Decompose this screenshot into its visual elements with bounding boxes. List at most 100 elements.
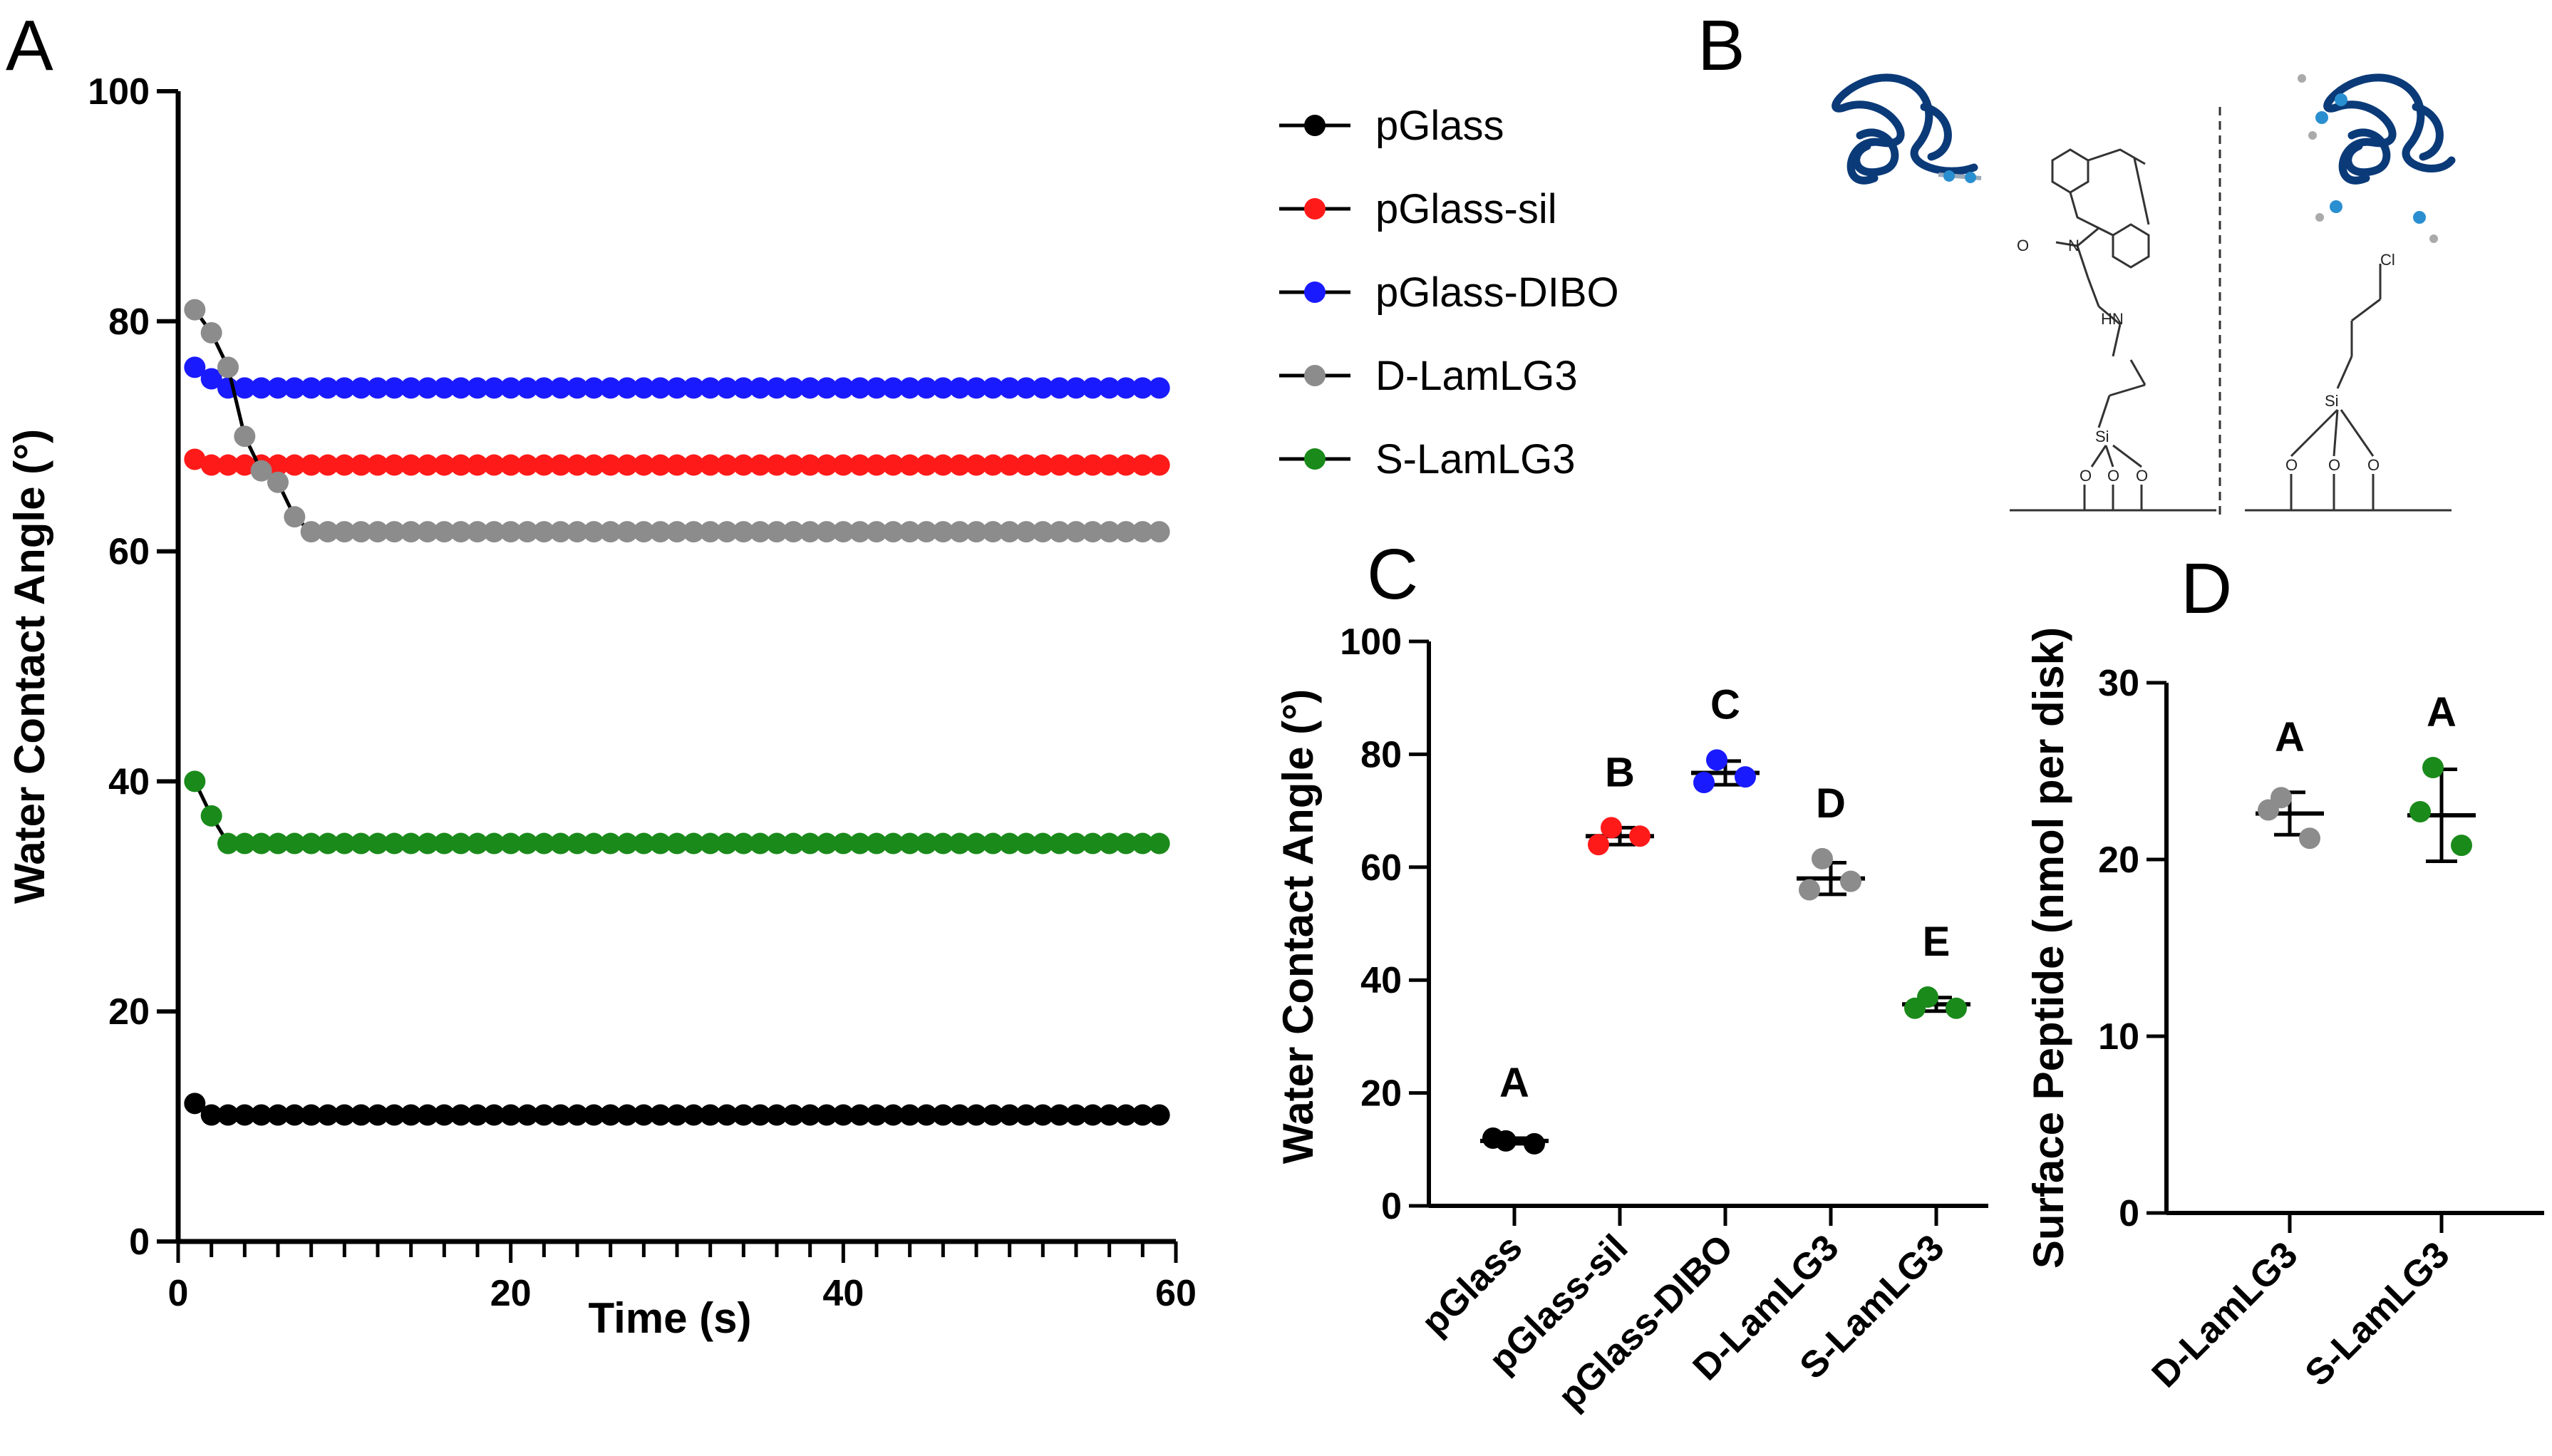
data-point-pglass-dibo <box>517 377 538 399</box>
panel-c-scatter-chart: 020406080100pGlassApGlass-silBpGlass-DIB… <box>1274 621 1988 1418</box>
data-point-d-lamlg3 <box>649 521 671 543</box>
data-point-pglass-dibo <box>1082 377 1104 399</box>
data-point-pglass-sil <box>567 454 588 476</box>
data-point-s-lamlg3 <box>483 832 505 855</box>
data-point-pglass <box>400 1104 422 1126</box>
panel-c-data-point-pglass-sil <box>1588 834 1609 856</box>
data-point-pglass <box>1016 1104 1037 1126</box>
data-point-pglass-dibo <box>1065 377 1087 399</box>
dibo-structure <box>2051 148 2150 510</box>
data-point-pglass-sil <box>417 454 438 476</box>
data-point-pglass <box>716 1104 738 1126</box>
data-point-pglass-sil <box>483 454 505 476</box>
data-point-d-lamlg3 <box>932 521 954 543</box>
data-point-d-lamlg3 <box>400 521 422 543</box>
data-point-s-lamlg3 <box>549 832 572 855</box>
data-point-pglass-sil <box>966 454 987 476</box>
data-point-d-lamlg3 <box>1048 521 1070 543</box>
data-point-pglass <box>749 1104 771 1126</box>
data-point-pglass <box>417 1104 438 1126</box>
data-point-pglass-dibo <box>583 377 605 399</box>
data-point-pglass-sil <box>616 454 638 476</box>
data-point-pglass <box>350 1104 372 1126</box>
legend-marker-pglass <box>1304 115 1326 136</box>
data-point-pglass <box>599 1104 621 1126</box>
data-point-pglass <box>334 1104 356 1126</box>
data-point-pglass-sil <box>284 454 306 476</box>
data-point-d-lamlg3 <box>1032 521 1054 543</box>
label-o-right-2: O <box>2328 456 2340 474</box>
data-point-s-lamlg3 <box>417 832 438 855</box>
data-point-pglass-dibo <box>716 377 738 399</box>
panel-c-y-tick-label: 80 <box>1360 734 1402 775</box>
data-point-d-lamlg3 <box>300 521 322 543</box>
data-point-pglass-dibo <box>433 377 455 399</box>
data-point-pglass-dibo <box>633 377 655 399</box>
data-point-s-lamlg3 <box>716 832 738 855</box>
data-point-pglass <box>267 1104 289 1126</box>
data-point-d-lamlg3 <box>350 521 372 543</box>
data-point-d-lamlg3 <box>567 521 588 543</box>
data-point-pglass <box>433 1104 455 1126</box>
data-point-pglass <box>500 1104 522 1126</box>
data-point-d-lamlg3 <box>1098 521 1120 543</box>
data-point-s-lamlg3 <box>250 832 272 855</box>
panel-d-data-point-s-lamlg3 <box>2451 835 2472 857</box>
data-point-pglass <box>250 1104 272 1126</box>
data-point-pglass-sil <box>849 454 871 476</box>
panel-letter-b: B <box>1698 6 1745 86</box>
legend-marker-pglass-dibo <box>1304 282 1326 303</box>
data-point-pglass <box>666 1104 688 1126</box>
data-point-pglass-sil <box>599 454 621 476</box>
panel-d-data-point-d-lamlg3 <box>2258 799 2279 821</box>
data-point-s-lamlg3 <box>966 832 987 855</box>
data-point-pglass <box>467 1104 488 1126</box>
data-point-s-lamlg3 <box>1148 832 1170 855</box>
data-point-s-lamlg3 <box>633 832 655 855</box>
data-point-s-lamlg3 <box>1032 832 1054 855</box>
data-point-pglass-sil <box>666 454 688 476</box>
data-point-pglass <box>217 1104 239 1126</box>
panel-d-y-tick-label: 30 <box>2098 663 2139 704</box>
data-point-pglass-dibo <box>966 377 987 399</box>
data-point-pglass-dibo <box>998 377 1021 399</box>
panel-c-data-point-pglass-dibo <box>1693 772 1715 793</box>
data-point-pglass-dibo <box>832 377 854 399</box>
data-point-d-lamlg3 <box>882 521 904 543</box>
legend-label-pglass-dibo: pGlass-DIBO <box>1375 269 1619 316</box>
panel-letter-a: A <box>6 6 53 86</box>
data-point-pglass <box>1115 1104 1137 1126</box>
data-point-pglass-sil <box>1115 454 1137 476</box>
data-point-pglass-sil <box>367 454 388 476</box>
data-point-s-lamlg3 <box>400 832 422 855</box>
amine-groups <box>2298 74 2438 243</box>
data-point-d-lamlg3 <box>184 299 206 321</box>
data-point-s-lamlg3 <box>533 832 555 855</box>
panel-c-data-point-d-lamlg3 <box>1812 847 1833 869</box>
panel-a-axes <box>175 91 1176 1244</box>
panel-c-y-tick-label: 0 <box>1381 1186 1402 1227</box>
data-point-d-lamlg3 <box>483 521 505 543</box>
data-point-pglass-dibo <box>882 377 904 399</box>
panel-c-y-tick-label: 20 <box>1360 1073 1402 1115</box>
series-line-d-lamlg3 <box>193 309 1159 534</box>
data-point-pglass-dibo <box>666 377 688 399</box>
data-point-s-lamlg3 <box>217 832 239 855</box>
data-point-d-lamlg3 <box>450 521 472 543</box>
data-point-d-lamlg3 <box>1115 521 1137 543</box>
panel-d-y-tick-label: 0 <box>2119 1193 2139 1234</box>
data-point-pglass-dibo <box>866 377 887 399</box>
panel-a-line-chart: 0 20 40 60 80 100 0 20 40 60 Water Contact Angle … <box>6 71 1197 1342</box>
protein-coil-left <box>1832 73 1978 185</box>
legend-label-pglass-sil: pGlass-sil <box>1375 186 1557 232</box>
data-point-pglass-dibo <box>450 377 472 399</box>
data-point-d-lamlg3 <box>849 521 871 543</box>
data-point-pglass <box>234 1104 256 1126</box>
data-point-pglass <box>549 1104 572 1126</box>
data-point-pglass <box>982 1104 1004 1126</box>
data-point-pglass-sil <box>533 454 555 476</box>
data-point-s-lamlg3 <box>500 832 522 855</box>
data-point-d-lamlg3 <box>1148 521 1170 543</box>
panel-d-data-point-s-lamlg3 <box>2409 801 2431 823</box>
